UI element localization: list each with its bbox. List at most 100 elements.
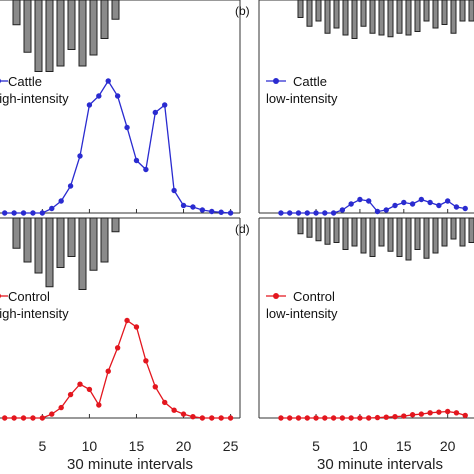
activity-bar bbox=[306, 0, 313, 27]
data-point bbox=[462, 205, 468, 212]
x-tick-label: 20 bbox=[440, 438, 456, 454]
data-point bbox=[2, 210, 8, 216]
x-tick-label: 10 bbox=[352, 438, 368, 454]
activity-bar bbox=[441, 0, 448, 25]
panel-control-low: 5 10 15 20 Control low-intensity (d) bbox=[235, 217, 474, 454]
data-point bbox=[348, 415, 354, 421]
series-line bbox=[4, 319, 231, 419]
activity-bar bbox=[459, 0, 466, 22]
data-point bbox=[86, 102, 93, 108]
data-point bbox=[462, 412, 468, 419]
activity-bar bbox=[78, 217, 87, 290]
data-point bbox=[409, 412, 416, 418]
activity-bar bbox=[450, 217, 457, 240]
activity-bar bbox=[342, 0, 349, 36]
data-point bbox=[409, 201, 416, 207]
data-point bbox=[295, 415, 302, 421]
legend-marker bbox=[273, 78, 279, 84]
data-point bbox=[374, 414, 381, 421]
data-point bbox=[278, 210, 284, 216]
data-point bbox=[418, 196, 425, 203]
data-point bbox=[143, 358, 149, 364]
data-point bbox=[67, 183, 74, 189]
data-point bbox=[209, 208, 215, 215]
activity-bar bbox=[432, 0, 439, 29]
data-point bbox=[30, 210, 36, 216]
activity-bar bbox=[342, 217, 349, 250]
data-point bbox=[365, 415, 372, 421]
activity-bar bbox=[45, 217, 54, 288]
activity-bar bbox=[45, 0, 54, 72]
panel-control-high: 5 10 15 20 25 Control high-intensity bbox=[0, 217, 241, 454]
data-point bbox=[339, 415, 346, 421]
data-point bbox=[11, 210, 17, 216]
legend-label: Cattle bbox=[8, 74, 42, 89]
data-point bbox=[96, 93, 102, 99]
activity-bar bbox=[306, 217, 313, 238]
data-point bbox=[20, 415, 27, 421]
data-point bbox=[11, 415, 17, 421]
activity-bar bbox=[23, 217, 32, 263]
legend-label-secondary: low-intensity bbox=[266, 91, 338, 106]
x-tick-label: 10 bbox=[82, 438, 98, 454]
activity-bar bbox=[396, 217, 403, 257]
data-point bbox=[313, 415, 319, 421]
activity-bar bbox=[100, 0, 109, 39]
activity-bar bbox=[423, 0, 430, 22]
data-point bbox=[339, 207, 346, 213]
data-point bbox=[322, 415, 328, 421]
data-point bbox=[171, 187, 177, 194]
activity-bar bbox=[351, 0, 358, 39]
activity-bar bbox=[78, 0, 87, 67]
data-point bbox=[171, 407, 177, 413]
data-point bbox=[322, 210, 328, 216]
data-point bbox=[227, 415, 234, 421]
data-point bbox=[330, 415, 337, 421]
data-point bbox=[67, 391, 74, 398]
activity-bar bbox=[369, 217, 376, 257]
data-point bbox=[30, 415, 36, 421]
activity-bar bbox=[450, 0, 457, 34]
data-point bbox=[143, 166, 149, 173]
data-point bbox=[133, 324, 140, 330]
activity-bar bbox=[369, 0, 376, 34]
data-point bbox=[330, 210, 337, 216]
data-point bbox=[287, 415, 293, 421]
data-point bbox=[199, 207, 206, 213]
data-point bbox=[357, 415, 363, 421]
activity-bar bbox=[459, 217, 466, 247]
data-point bbox=[401, 413, 407, 419]
activity-bar bbox=[34, 0, 43, 72]
data-point bbox=[133, 157, 140, 164]
activity-bar bbox=[111, 217, 120, 233]
panel-label: (b) bbox=[235, 4, 250, 18]
series-line bbox=[280, 198, 466, 214]
data-point bbox=[77, 153, 83, 159]
data-point bbox=[49, 411, 55, 417]
activity-bar bbox=[23, 0, 32, 53]
activity-bar bbox=[333, 217, 340, 243]
data-point bbox=[287, 210, 293, 216]
activity-bar bbox=[56, 217, 65, 268]
activity-bar bbox=[351, 217, 358, 247]
data-point bbox=[227, 210, 234, 216]
x-tick-label: 20 bbox=[176, 438, 192, 454]
activity-bar bbox=[387, 217, 394, 252]
x-tick-label: 15 bbox=[129, 438, 145, 454]
data-point bbox=[58, 404, 64, 411]
data-point bbox=[96, 402, 102, 408]
activity-bar bbox=[405, 217, 412, 261]
activity-bar bbox=[12, 0, 21, 26]
data-point bbox=[39, 210, 46, 216]
activity-bar bbox=[468, 0, 474, 22]
data-point bbox=[453, 410, 460, 416]
data-point bbox=[152, 384, 158, 390]
x-axis-label-right: 30 minute intervals bbox=[317, 456, 443, 473]
data-point bbox=[114, 93, 121, 99]
activity-bar bbox=[89, 0, 98, 56]
data-point bbox=[49, 205, 55, 212]
activity-bar bbox=[378, 0, 385, 36]
legend-label-secondary: low-intensity bbox=[266, 306, 338, 321]
x-tick-label: 5 bbox=[38, 438, 46, 454]
